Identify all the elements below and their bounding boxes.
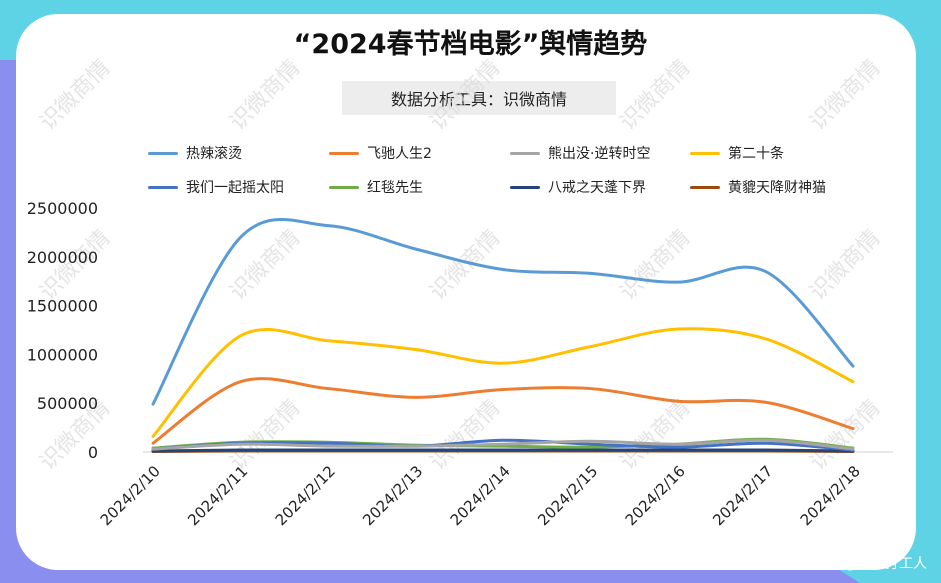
legend-swatch — [329, 185, 359, 189]
x-tick-label: 2024/2/15 — [534, 462, 601, 529]
subtitle-text: 数据分析工具：识微商情 — [390, 90, 567, 109]
legend-label: 热辣滚烫 — [186, 146, 242, 162]
legend-label: 红毯先生 — [367, 180, 423, 196]
legend-label: 飞驰人生2 — [367, 146, 432, 162]
watermark-text: 识微商情 — [615, 395, 695, 475]
y-tick-label: 2500000 — [27, 199, 98, 218]
x-tick-label: 2024/2/18 — [797, 462, 864, 529]
legend-swatch — [510, 151, 540, 155]
watermark-text: 识微商情 — [425, 225, 505, 305]
legend-item: 热辣滚烫 — [148, 143, 242, 163]
x-tick-label: 2024/2/14 — [447, 462, 514, 529]
legend-swatch — [329, 151, 359, 155]
legend-item: 黄貔天降财神猫 — [690, 177, 826, 197]
legend-swatch — [690, 185, 720, 189]
legend-swatch — [148, 185, 178, 189]
watermark-text: 识微商情 — [805, 225, 885, 305]
watermark-text: 识微商情 — [35, 55, 115, 135]
legend-label: 我们一起摇太阳 — [186, 180, 284, 196]
watermark-text: 识微商情 — [425, 395, 505, 475]
series-line — [151, 448, 855, 453]
series-line — [151, 377, 855, 445]
x-tick-label: 2024/2/10 — [97, 462, 164, 529]
legend-item: 八戒之天蓬下界 — [510, 177, 646, 197]
legend-label: 黄貔天降财神猫 — [728, 180, 826, 196]
x-tick-label: 2024/2/13 — [359, 462, 426, 529]
legend-label: 第二十条 — [728, 146, 784, 162]
series-line — [151, 438, 855, 451]
watermark-text: 识微商情 — [225, 225, 305, 305]
y-tick-label: 500000 — [37, 394, 98, 413]
chart-title: “2024春节档电影”舆情趋势 — [293, 29, 648, 60]
y-tick-label: 0 — [88, 443, 98, 462]
watermark-text: 识微商情 — [805, 395, 885, 475]
watermark-text: 识微商情 — [805, 55, 885, 135]
watermark-text: 识微商情 — [615, 225, 695, 305]
legend-item: 我们一起摇太阳 — [148, 177, 284, 197]
subtitle-box: 数据分析工具：识微商情 — [342, 81, 616, 115]
y-tick-label: 2000000 — [27, 248, 98, 267]
x-tick-label: 2024/2/17 — [709, 462, 776, 529]
legend-item: 第二十条 — [690, 143, 784, 163]
chart-legend: 热辣滚烫 飞驰人生2 熊出没·逆转时空 第二十条我们一起摇太阳 红毯先生 八戒之天蓬下界 黄… — [0, 0, 941, 200]
watermark-text: 识微商情 — [615, 55, 695, 135]
legend-label: 熊出没·逆转时空 — [548, 146, 651, 162]
legend-swatch — [148, 151, 178, 155]
legend-swatch — [510, 185, 540, 189]
series-line — [151, 438, 855, 452]
watermark-text: 识微商情 — [425, 55, 505, 135]
credit-text: CSDN @舆情打工人 — [798, 556, 927, 572]
legend-swatch — [690, 151, 720, 155]
x-tick-label: 2024/2/11 — [184, 462, 251, 529]
x-tick-label: 2024/2/12 — [272, 462, 339, 529]
y-tick-label: 1000000 — [27, 345, 98, 364]
legend-label: 八戒之天蓬下界 — [548, 180, 646, 196]
y-tick-label: 1500000 — [27, 297, 98, 316]
legend-item: 红毯先生 — [329, 177, 423, 197]
legend-item: 飞驰人生2 — [329, 143, 432, 163]
watermark-text: 识微商情 — [225, 55, 305, 135]
series-line — [151, 327, 855, 438]
series-line — [151, 217, 855, 406]
legend-item: 熊出没·逆转时空 — [510, 143, 650, 163]
